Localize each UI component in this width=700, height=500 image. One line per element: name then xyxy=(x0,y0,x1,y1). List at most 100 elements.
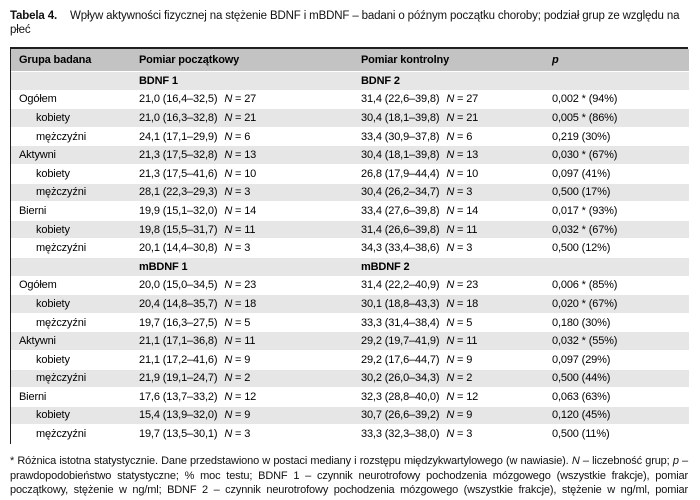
p-value-cell: 0,097 (29%) xyxy=(544,350,689,370)
table-body: BDNF 1 BDNF 2 Ogółem 21,0 (16,4–32,5) N = 27… xyxy=(11,71,689,444)
table-row: mężczyźni 21,9 (19,1–24,7) N = 2 30,2 (26,0… xyxy=(11,369,689,389)
p-value-cell: 0,180 (30%) xyxy=(544,313,689,333)
control-measure-cell: 31,4 (22,2–40,9) N = 23 xyxy=(353,276,544,296)
table-footnote: * Różnica istotna statystycznie. Dane pr… xyxy=(10,454,688,500)
control-measure-cell: 29,2 (19,7–41,9) N = 11 xyxy=(353,331,544,351)
initial-measure-cell: 20,0 (15,0–34,5) N = 23 xyxy=(131,276,353,296)
initial-measure-cell: 20,1 (14,4–30,8) N = 3 xyxy=(131,238,353,258)
table-frame: Grupa badana Pomiar początkowy Pomiar ko… xyxy=(10,47,689,444)
table-row: mężczyźni 20,1 (14,4–30,8) N = 3 34,3 (33,4… xyxy=(11,238,689,258)
group-label-cell: kobiety xyxy=(11,350,131,370)
initial-measure-cell: 20,4 (14,8–35,7) N = 18 xyxy=(131,294,353,314)
group-label-cell: Aktywni xyxy=(11,145,131,165)
p-value-cell: 0,032 * (55%) xyxy=(544,331,689,351)
p-value-cell: 0,032 * (67%) xyxy=(544,220,689,240)
p-value-cell: 0,097 (41%) xyxy=(544,164,689,184)
p-value-cell: 0,020 * (67%) xyxy=(544,294,689,314)
section-header-row: mBDNF 1 mBDNF 2 xyxy=(11,257,689,277)
table-row: kobiety 21,0 (16,3–32,8) N = 21 30,4 (18,1–… xyxy=(11,108,689,128)
section-label-control: BDNF 2 xyxy=(353,71,544,91)
control-measure-cell: 33,3 (31,4–38,4) N = 5 xyxy=(353,313,544,333)
initial-measure-cell: 28,1 (22,3–29,3) N = 3 xyxy=(131,183,353,203)
group-label-cell: Aktywni xyxy=(11,331,131,351)
group-label-cell: kobiety xyxy=(11,220,131,240)
group-label-cell: Ogółem xyxy=(11,276,131,296)
initial-measure-cell: 21,3 (17,5–41,6) N = 10 xyxy=(131,164,353,184)
group-label-cell: Ogółem xyxy=(11,90,131,110)
footnote-text-segment: – liczebność grup; xyxy=(579,454,673,467)
group-label-cell: mężczyźni xyxy=(11,424,131,444)
group-label-cell: mężczyźni xyxy=(11,238,131,258)
table-row: Ogółem 21,0 (16,4–32,5) N = 27 31,4 (22,6–3… xyxy=(11,90,689,110)
p-value-cell: 0,063 (63%) xyxy=(544,387,689,407)
group-label-cell: kobiety xyxy=(11,406,131,426)
p-value-cell: 0,006 * (85%) xyxy=(544,276,689,296)
table-row: kobiety 20,4 (14,8–35,7) N = 18 30,1 (18,8–… xyxy=(11,294,689,314)
control-measure-cell: 32,3 (28,8–40,0) N = 12 xyxy=(353,387,544,407)
p-value-cell: 0,017 * (93%) xyxy=(544,201,689,221)
group-label-cell: Bierni xyxy=(11,201,131,221)
section-label-initial: mBDNF 1 xyxy=(131,257,353,277)
p-value-cell: 0,219 (30%) xyxy=(544,127,689,147)
footnote-symbol: p xyxy=(672,454,679,467)
control-measure-cell: 33,3 (32,3–38,0) N = 3 xyxy=(353,424,544,444)
table-row: Ogółem 20,0 (15,0–34,5) N = 23 31,4 (22,2–4… xyxy=(11,276,689,296)
p-value-cell xyxy=(544,257,689,277)
table-row: Aktywni 21,3 (17,5–32,8) N = 13 30,4 (18,1–… xyxy=(11,145,689,165)
table-row: kobiety 21,3 (17,5–41,6) N = 10 26,8 (17,9–… xyxy=(11,164,689,184)
group-label-cell xyxy=(11,71,131,91)
control-measure-cell: 29,2 (17,6–44,7) N = 9 xyxy=(353,350,544,370)
initial-measure-cell: 19,7 (16,3–27,5) N = 5 xyxy=(131,313,353,333)
initial-measure-cell: 15,4 (13,9–32,0) N = 9 xyxy=(131,406,353,426)
table-caption-text: Wpływ aktywności fizycznej na stężenie B… xyxy=(10,10,680,36)
column-header-row: Grupa badana Pomiar początkowy Pomiar ko… xyxy=(11,49,689,72)
table-row: mężczyźni 24,1 (17,1–29,9) N = 6 33,4 (30,9… xyxy=(11,127,689,147)
column-header-grupa-badana: Grupa badana xyxy=(11,49,131,72)
p-value-cell: 0,500 (17%) xyxy=(544,183,689,203)
initial-measure-cell: 19,9 (15,1–32,0) N = 14 xyxy=(131,201,353,221)
initial-measure-cell: 21,0 (16,4–32,5) N = 27 xyxy=(131,90,353,110)
group-label-cell: mężczyźni xyxy=(11,183,131,203)
table-row: kobiety 21,1 (17,2–41,6) N = 9 29,2 (17,6–4… xyxy=(11,350,689,370)
p-value-cell: 0,030 * (67%) xyxy=(544,145,689,165)
data-table: Grupa badana Pomiar początkowy Pomiar ko… xyxy=(11,49,689,444)
control-measure-cell: 31,4 (26,6–39,8) N = 11 xyxy=(353,220,544,240)
control-measure-cell: 33,4 (30,9–37,8) N = 6 xyxy=(353,127,544,147)
control-measure-cell: 30,1 (18,8–43,3) N = 18 xyxy=(353,294,544,314)
control-measure-cell: 31,4 (22,6–39,8) N = 27 xyxy=(353,90,544,110)
table-header: Grupa badana Pomiar początkowy Pomiar ko… xyxy=(11,49,689,72)
footnote-text-segment: * Różnica istotna statystycznie. Dane pr… xyxy=(10,454,572,467)
control-measure-cell: 30,7 (26,6–39,2) N = 9 xyxy=(353,406,544,426)
column-header-p: p xyxy=(544,49,689,72)
initial-measure-cell: 21,0 (16,3–32,8) N = 21 xyxy=(131,108,353,128)
initial-measure-cell: 21,9 (19,1–24,7) N = 2 xyxy=(131,369,353,389)
p-value-cell: 0,002 * (94%) xyxy=(544,90,689,110)
control-measure-cell: 26,8 (17,9–44,4) N = 10 xyxy=(353,164,544,184)
table-caption: Tabela 4. Wpływ aktywności fizycznej na s… xyxy=(10,9,689,37)
initial-measure-cell: 21,3 (17,5–32,8) N = 13 xyxy=(131,145,353,165)
table-caption-label: Tabela 4. xyxy=(10,10,58,22)
table-row: kobiety 15,4 (13,9–32,0) N = 9 30,7 (26,6–3… xyxy=(11,406,689,426)
group-label-cell: mężczyźni xyxy=(11,127,131,147)
p-value-cell: 0,005 * (86%) xyxy=(544,108,689,128)
p-value-cell: 0,120 (45%) xyxy=(544,406,689,426)
footnote-symbol: N xyxy=(571,454,580,467)
control-measure-cell: 30,4 (18,1–39,8) N = 13 xyxy=(353,145,544,165)
table-row: mężczyźni 28,1 (22,3–29,3) N = 3 30,4 (26,2… xyxy=(11,183,689,203)
initial-measure-cell: 21,1 (17,2–41,6) N = 9 xyxy=(131,350,353,370)
initial-measure-cell: 17,6 (13,7–33,2) N = 12 xyxy=(131,387,353,407)
section-header-row: BDNF 1 BDNF 2 xyxy=(11,71,689,91)
group-label-cell: Bierni xyxy=(11,387,131,407)
initial-measure-cell: 19,8 (15,5–31,7) N = 11 xyxy=(131,220,353,240)
table-row: Bierni 19,9 (15,1–32,0) N = 14 33,4 (27,6–3… xyxy=(11,201,689,221)
control-measure-cell: 34,3 (33,4–38,6) N = 3 xyxy=(353,238,544,258)
group-label-cell: mężczyźni xyxy=(11,369,131,389)
initial-measure-cell: 19,7 (13,5–30,1) N = 3 xyxy=(131,424,353,444)
initial-measure-cell: 24,1 (17,1–29,9) N = 6 xyxy=(131,127,353,147)
table-row: Aktywni 21,1 (17,1–36,8) N = 11 29,2 (19,7–… xyxy=(11,331,689,351)
group-label-cell: kobiety xyxy=(11,164,131,184)
control-measure-cell: 33,4 (27,6–39,8) N = 14 xyxy=(353,201,544,221)
table-row: Bierni 17,6 (13,7–33,2) N = 12 32,3 (28,8–4… xyxy=(11,387,689,407)
group-label-cell: kobiety xyxy=(11,294,131,314)
